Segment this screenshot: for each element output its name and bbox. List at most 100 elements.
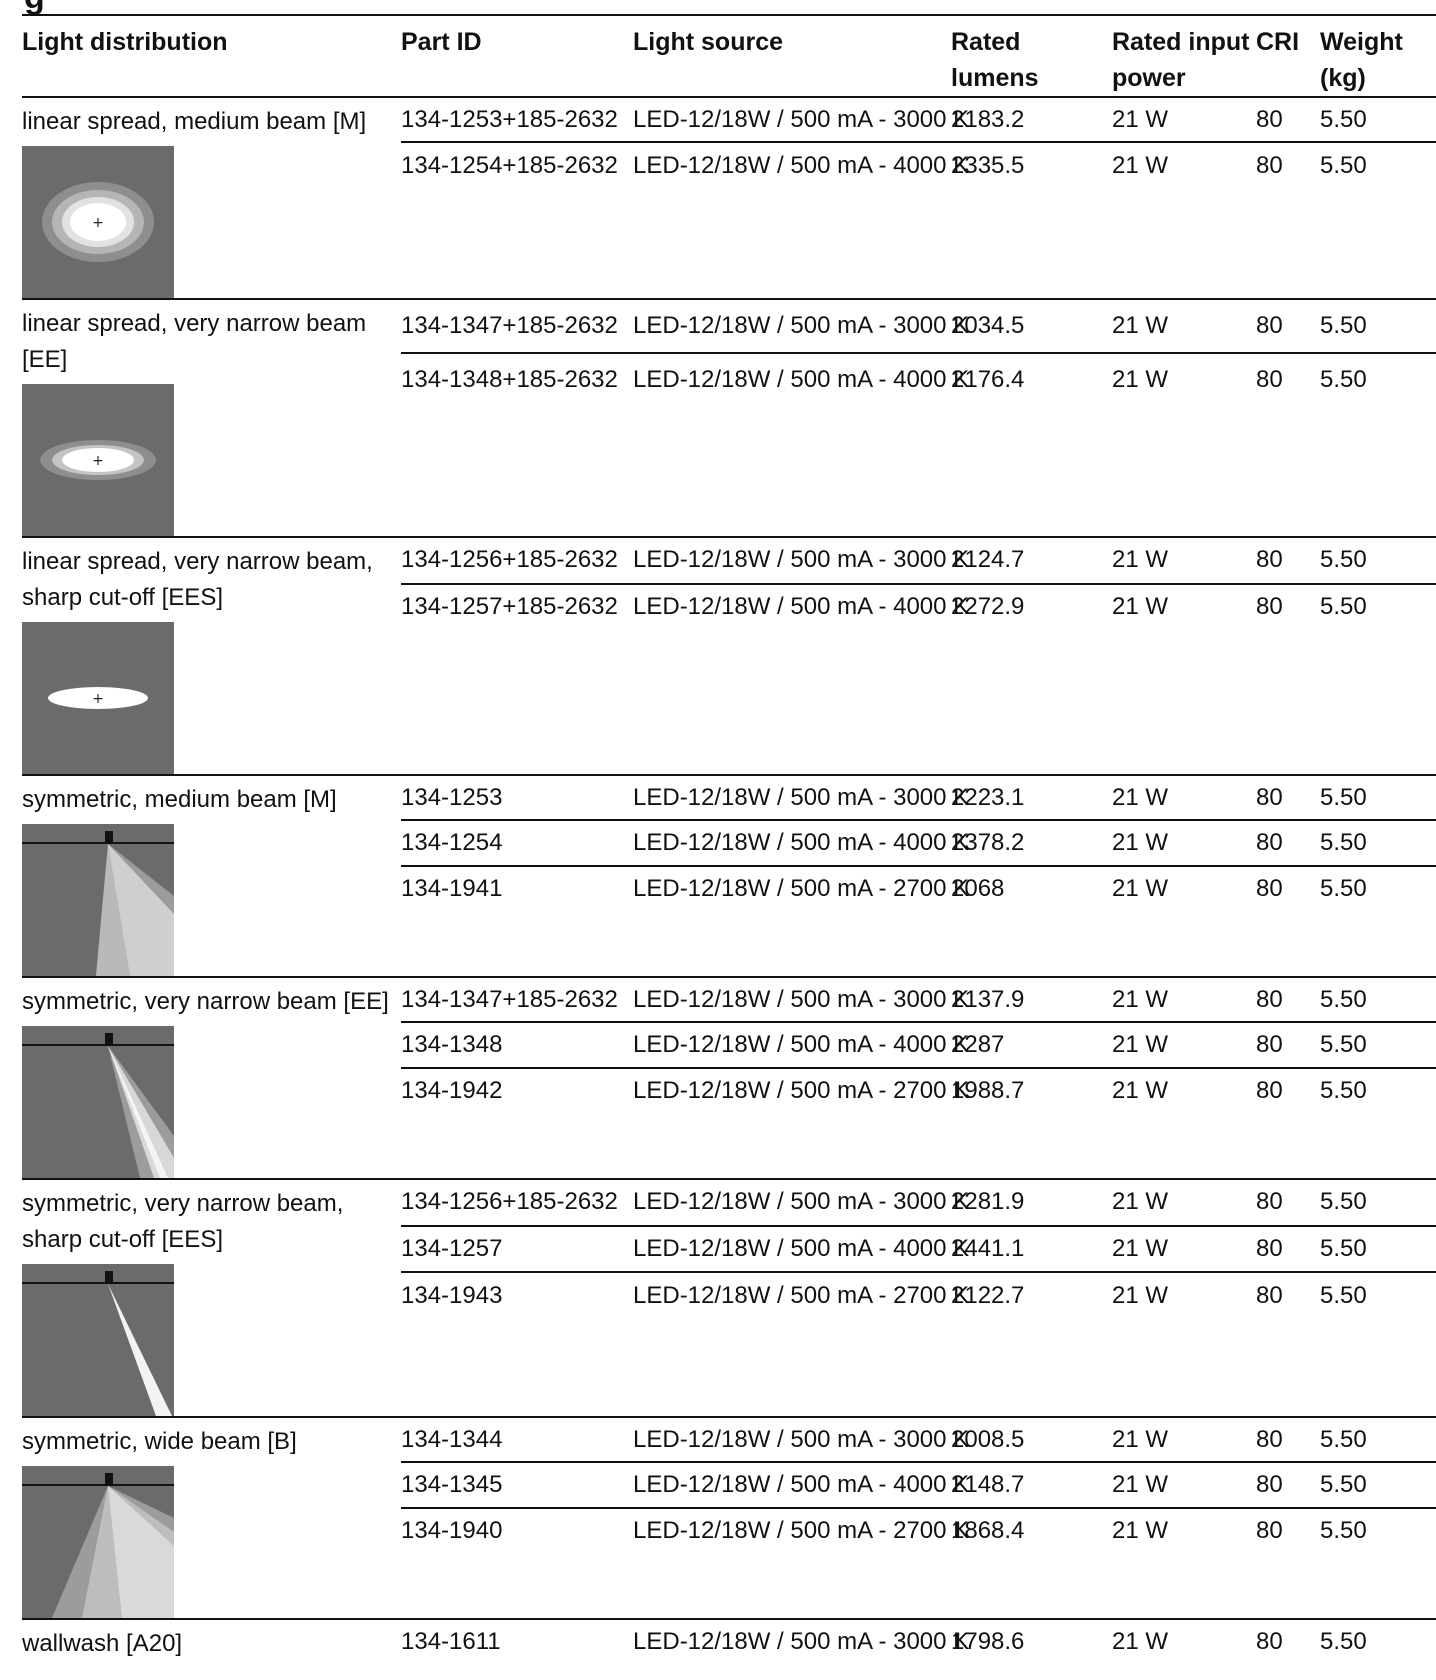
rated-lumens-cell: 2287 xyxy=(951,1022,1112,1067)
light-source-cell: LED-12/18W / 500 mA - 2700 K xyxy=(633,866,951,911)
cri-cell: 80 xyxy=(1256,353,1320,407)
light-source-cell: LED-12/18W / 500 mA - 4000 K xyxy=(633,820,951,865)
column-header: Light distribution xyxy=(22,15,401,97)
weight-cell: 5.50 xyxy=(1320,1619,1436,1664)
rated-input-power-cell: 21 W xyxy=(1112,299,1256,353)
light-source-cell: LED-12/18W / 500 mA - 4000 K xyxy=(633,353,951,407)
group-spacer-cell xyxy=(401,911,1436,977)
ellipse-beam-medium-icon: + xyxy=(22,146,174,298)
group-spacer-cell xyxy=(401,630,1436,775)
weight-cell: 5.50 xyxy=(1320,537,1436,584)
column-header: Rated input power xyxy=(1112,15,1256,97)
weight-cell: 5.50 xyxy=(1320,1417,1436,1462)
light-source-cell: LED-12/18W / 500 mA - 3000 K xyxy=(633,537,951,584)
light-source-cell: LED-12/18W / 500 mA - 3000 K xyxy=(633,1619,951,1664)
rated-lumens-cell: 1868.4 xyxy=(951,1508,1112,1553)
ellipse-beam-narrow-icon: + xyxy=(22,384,174,536)
weight-cell: 5.50 xyxy=(1320,1462,1436,1507)
ellipse-beam-sharp-icon: + xyxy=(22,622,174,774)
cri-cell: 80 xyxy=(1256,1179,1320,1226)
weight-cell: 5.50 xyxy=(1320,1068,1436,1113)
weight-cell: 5.50 xyxy=(1320,1226,1436,1273)
table-row: symmetric, very narrow beam, sharp cut-o… xyxy=(22,1179,1436,1226)
rated-lumens-cell: 2441.1 xyxy=(951,1226,1112,1273)
svg-text:+: + xyxy=(92,215,104,231)
part-id-cell: 134-1347+185-2632 xyxy=(401,299,633,353)
column-header: CRI xyxy=(1256,15,1320,97)
weight-cell: 5.50 xyxy=(1320,584,1436,631)
distribution-label: linear spread, very narrow beam, sharp c… xyxy=(22,544,389,616)
rated-lumens-cell: 2008.5 xyxy=(951,1417,1112,1462)
weight-cell: 5.50 xyxy=(1320,775,1436,820)
cri-cell: 80 xyxy=(1256,1417,1320,1462)
rated-lumens-cell: 2148.7 xyxy=(951,1462,1112,1507)
cri-cell: 80 xyxy=(1256,1619,1320,1664)
table-row: linear spread, very narrow beam [EE] +134… xyxy=(22,299,1436,353)
table-row: wallwash [A20] 134-1611 LED-12/18W / 500 m… xyxy=(22,1619,1436,1664)
light-source-cell: LED-12/18W / 500 mA - 3000 K xyxy=(633,1417,951,1462)
group-spacer-cell xyxy=(401,1553,1436,1619)
rated-input-power-cell: 21 W xyxy=(1112,1022,1256,1067)
light-source-cell: LED-12/18W / 500 mA - 2700 K xyxy=(633,1508,951,1553)
cone-beam-medium-icon xyxy=(22,824,174,976)
rated-input-power-cell: 21 W xyxy=(1112,97,1256,142)
light-source-cell: LED-12/18W / 500 mA - 3000 K xyxy=(633,1179,951,1226)
rated-input-power-cell: 21 W xyxy=(1112,1226,1256,1273)
distribution-label: symmetric, very narrow beam [EE] xyxy=(22,984,389,1020)
table-header-row: Light distribution Part ID Light source … xyxy=(22,15,1436,97)
weight-cell: 5.50 xyxy=(1320,1179,1436,1226)
weight-cell: 5.50 xyxy=(1320,866,1436,911)
distribution-cell: symmetric, medium beam [M] xyxy=(22,775,401,977)
table-row: symmetric, wide beam [B] 134-1344 LED-12/1… xyxy=(22,1417,1436,1462)
rated-input-power-cell: 21 W xyxy=(1112,584,1256,631)
rated-lumens-cell: 2281.9 xyxy=(951,1179,1112,1226)
distribution-label: symmetric, wide beam [B] xyxy=(22,1424,389,1460)
part-id-cell: 134-1348 xyxy=(401,1022,633,1067)
cri-cell: 80 xyxy=(1256,1508,1320,1553)
part-id-cell: 134-1254 xyxy=(401,820,633,865)
weight-cell: 5.50 xyxy=(1320,1022,1436,1067)
rated-input-power-cell: 21 W xyxy=(1112,775,1256,820)
svg-text:+: + xyxy=(92,453,104,469)
light-source-cell: LED-12/18W / 500 mA - 4000 K xyxy=(633,1022,951,1067)
rated-lumens-cell: 2176.4 xyxy=(951,353,1112,407)
light-source-cell: LED-12/18W / 500 mA - 2700 K xyxy=(633,1068,951,1113)
group-spacer-cell xyxy=(401,1319,1436,1417)
weight-cell: 5.50 xyxy=(1320,97,1436,142)
rated-lumens-cell: 2122.7 xyxy=(951,1272,1112,1319)
rated-input-power-cell: 21 W xyxy=(1112,1417,1256,1462)
cri-cell: 80 xyxy=(1256,142,1320,187)
distribution-label: wallwash [A20] xyxy=(22,1626,389,1662)
weight-cell: 5.50 xyxy=(1320,1272,1436,1319)
cri-cell: 80 xyxy=(1256,584,1320,631)
cone-beam-wide-icon xyxy=(22,1466,174,1618)
light-source-cell: LED-12/18W / 500 mA - 3000 K xyxy=(633,299,951,353)
column-header: Light source xyxy=(633,15,951,97)
light-source-cell: LED-12/18W / 500 mA - 4000 K xyxy=(633,142,951,187)
group-spacer-cell xyxy=(401,406,1436,537)
weight-cell: 5.50 xyxy=(1320,820,1436,865)
cri-cell: 80 xyxy=(1256,866,1320,911)
distribution-cell: symmetric, very narrow beam [EE] xyxy=(22,977,401,1179)
part-id-cell: 134-1943 xyxy=(401,1272,633,1319)
rated-input-power-cell: 21 W xyxy=(1112,142,1256,187)
group-spacer-cell xyxy=(401,188,1436,299)
rated-input-power-cell: 21 W xyxy=(1112,1179,1256,1226)
cri-cell: 80 xyxy=(1256,1272,1320,1319)
part-id-cell: 134-1345 xyxy=(401,1462,633,1507)
distribution-label: symmetric, medium beam [M] xyxy=(22,782,389,818)
column-header: Weight (kg) xyxy=(1320,15,1436,97)
distribution-cell: wallwash [A20] xyxy=(22,1619,401,1664)
rated-lumens-cell: 2223.1 xyxy=(951,775,1112,820)
part-id-cell: 134-1256+185-2632 xyxy=(401,1179,633,1226)
column-header: Part ID xyxy=(401,15,633,97)
rated-lumens-cell: 2068 xyxy=(951,866,1112,911)
light-source-cell: LED-12/18W / 500 mA - 2700 K xyxy=(633,1272,951,1319)
part-id-cell: 134-1253 xyxy=(401,775,633,820)
weight-cell: 5.50 xyxy=(1320,1508,1436,1553)
part-id-cell: 134-1257 xyxy=(401,1226,633,1273)
rated-input-power-cell: 21 W xyxy=(1112,1508,1256,1553)
cri-cell: 80 xyxy=(1256,1226,1320,1273)
part-id-cell: 134-1256+185-2632 xyxy=(401,537,633,584)
column-header: Rated lumens xyxy=(951,15,1112,97)
